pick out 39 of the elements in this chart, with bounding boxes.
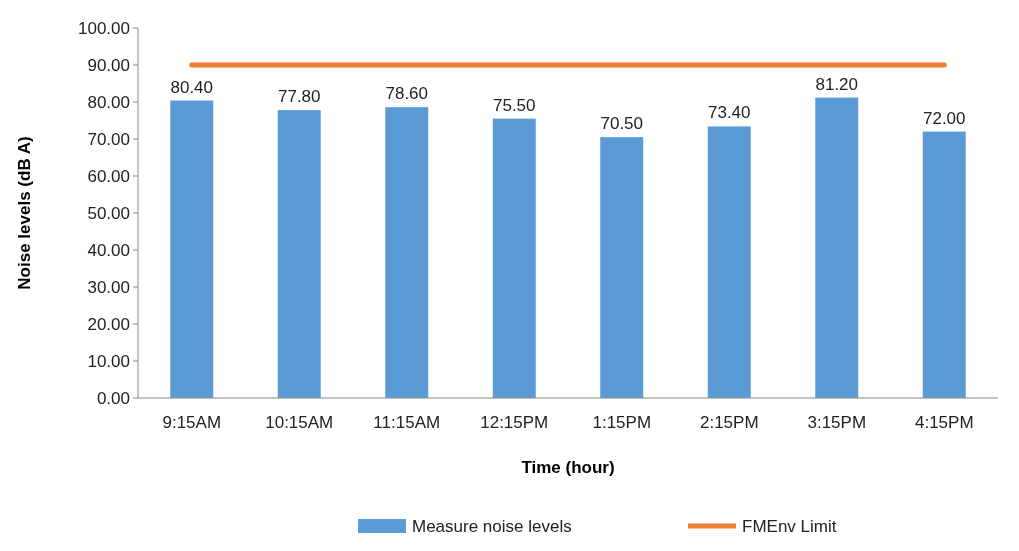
y-tick-label: 0.00 <box>96 388 130 408</box>
y-tick-label: 50.00 <box>87 203 130 223</box>
x-tick-label: 4:15PM <box>914 413 974 432</box>
x-tick-label: 11:15AM <box>373 413 441 432</box>
legend-label: FMEnv Limit <box>742 516 837 536</box>
bar <box>707 126 751 398</box>
bar <box>600 137 644 398</box>
bar <box>815 97 859 398</box>
y-tick-label: 60.00 <box>87 166 130 186</box>
data-label: 78.60 <box>385 84 429 104</box>
y-tick-label: 90.00 <box>87 55 130 75</box>
x-tick-label: 12:15PM <box>480 413 549 432</box>
x-axis-title: Time (hour) <box>521 458 615 477</box>
bar <box>385 107 429 398</box>
data-label: 75.50 <box>492 95 536 115</box>
bar <box>277 110 321 398</box>
bar <box>922 131 966 398</box>
data-label: 77.80 <box>277 87 321 107</box>
x-tick-label: 9:15AM <box>162 413 222 432</box>
y-tick-label: 100.00 <box>78 18 130 38</box>
y-tick-label: 30.00 <box>87 277 130 297</box>
legend-label: Measure noise levels <box>412 516 572 536</box>
x-tick-label: 2:15PM <box>699 413 759 432</box>
x-tick-label: 10:15AM <box>265 413 334 432</box>
x-tick-label: 3:15PM <box>807 413 867 432</box>
y-axis-title: Noise levels (dB A) <box>15 136 34 290</box>
y-tick-label: 40.00 <box>87 240 130 260</box>
x-tick-label: 1:15PM <box>592 413 652 432</box>
bar <box>170 100 214 398</box>
data-label: 73.40 <box>707 103 751 123</box>
bar <box>492 118 536 398</box>
data-label: 70.50 <box>600 114 644 134</box>
data-label: 80.40 <box>170 77 214 97</box>
y-tick-label: 20.00 <box>87 314 130 334</box>
data-label: 72.00 <box>922 108 966 128</box>
data-label: 81.20 <box>815 74 859 94</box>
y-tick-label: 80.00 <box>87 92 130 112</box>
y-tick-label: 10.00 <box>87 351 130 371</box>
y-tick-label: 70.00 <box>87 129 130 149</box>
